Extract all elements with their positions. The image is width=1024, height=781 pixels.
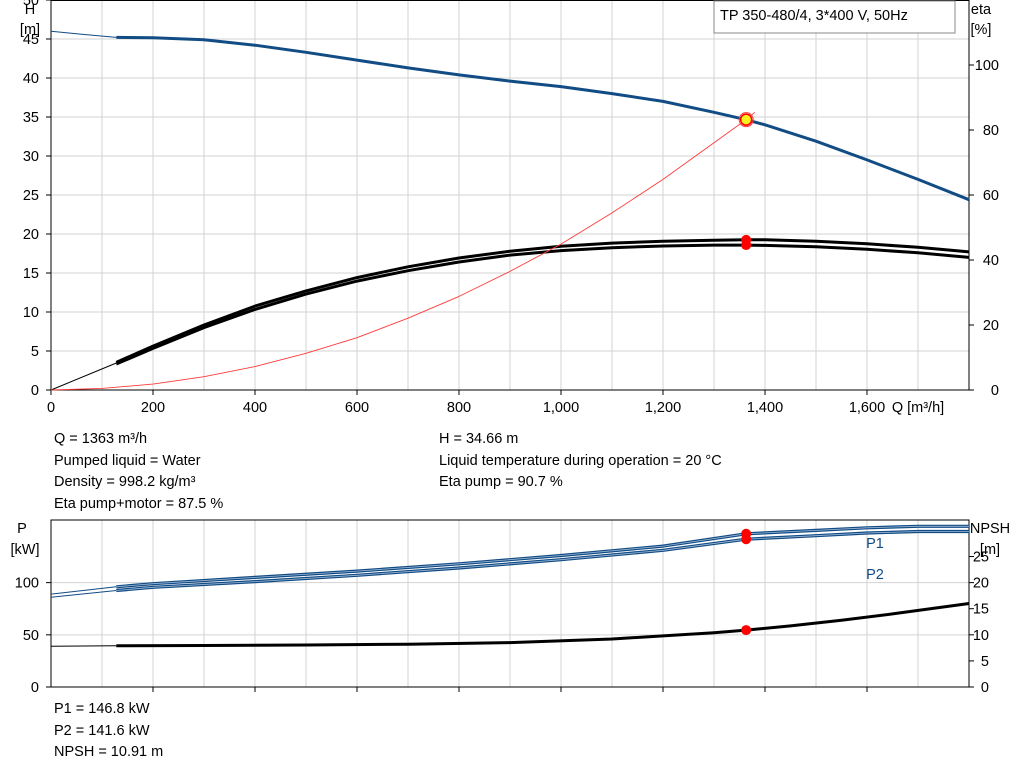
p2-duty-point-marker [741, 534, 752, 545]
info-flow: Q = 1363 m³/h [54, 431, 148, 447]
npsh-axis-label: NPSH [970, 521, 1010, 537]
top-legend-box [713, 0, 956, 34]
npsh-tick-label: 10 [973, 628, 989, 644]
y-tick-label: 0 [31, 383, 39, 399]
y-tick-label: 45 [23, 32, 39, 48]
duty-info-right: H = 34.66 m Liquid temperature during op… [439, 429, 722, 494]
y-tick-label: 25 [23, 188, 39, 204]
npsh-duty-point-marker [741, 625, 752, 636]
x-axis-label: Q [m³/h] [892, 400, 944, 416]
p-tick-label: 50 [23, 628, 39, 644]
eta-axis-unit: [%] [971, 22, 992, 38]
npsh-tick-label: 5 [981, 654, 989, 670]
x-tick-label: 0 [47, 400, 55, 416]
series-label-p2: P2 [866, 567, 884, 583]
series-eta [115, 238, 970, 364]
x-tick-label: 1,600 [849, 400, 885, 416]
x-tick-label: 1,400 [747, 400, 783, 416]
duty-point-ring [738, 112, 754, 128]
info-liquid-temperature: Liquid temperature during operation = 20… [439, 452, 722, 469]
series-npsh-extrapolated [50, 645, 117, 647]
x-tick-label: 1,200 [645, 400, 681, 416]
series-system [50, 111, 756, 391]
series-p2-highlight [116, 531, 969, 591]
p-tick-label: 100 [15, 576, 39, 592]
y-tick-label: 10 [23, 305, 39, 321]
npsh-tick-label: 15 [973, 602, 989, 618]
npsh-tick-label: 0 [981, 680, 989, 696]
info-p1: P1 = 146.8 kW [54, 701, 150, 717]
eta-tick-label: 20 [983, 318, 999, 334]
info-npsh: NPSH = 10.91 m [54, 744, 164, 760]
y-axis-label-unit: [m] [20, 22, 40, 38]
x-tick-label: 200 [141, 400, 165, 416]
duty-info-bottom: P1 = 146.8 kW P2 = 141.6 kW NPSH = 10.91… [54, 699, 163, 764]
npsh-tick-label: 20 [973, 576, 989, 592]
y-tick-label: 30 [23, 149, 39, 165]
info-eta-pump-motor: Eta pump+motor = 87.5 % [54, 495, 224, 512]
y-tick-label: 40 [23, 71, 39, 87]
x-tick-label: 600 [345, 400, 369, 416]
p-axis-label: P [17, 521, 27, 537]
eta-tick-label: 0 [991, 383, 999, 399]
info-pumped-liquid: Pumped liquid = Water [54, 452, 201, 469]
series-p1-highlight [116, 525, 969, 588]
series-p1-extrapolated [50, 586, 117, 595]
eta-tick-label: 80 [983, 123, 999, 139]
eta-duty-point-marker [741, 240, 752, 251]
y-tick-label: 20 [23, 227, 39, 243]
npsh-axis-unit: [m] [980, 542, 1000, 558]
duty-point-marker [739, 113, 753, 126]
p-axis-unit: [kW] [11, 542, 40, 558]
y-tick-label: 15 [23, 266, 39, 282]
npsh-tick-label: 25 [973, 550, 989, 566]
p-tick-label: 0 [31, 680, 39, 696]
series-p2-extrapolated [50, 590, 117, 598]
series-eta [115, 243, 970, 366]
info-eta-pump: Eta pump = 90.7 % [439, 474, 563, 490]
duty-info-left: Q = 1363 m³/h Pumped liquid = Water Dens… [54, 429, 223, 515]
top-chart-title: TP 350-480/4, 3*400 V, 50Hz [720, 8, 908, 24]
info-density: Density = 998.2 kg/m³ [54, 474, 196, 490]
series-label-p1: P1 [866, 536, 884, 552]
eta-tick-label: 60 [983, 188, 999, 204]
info-p2: P2 = 141.6 kW [54, 722, 150, 739]
x-tick-label: 800 [447, 400, 471, 416]
eta-tick-label: 40 [983, 253, 999, 269]
eta-axis-label: eta [971, 2, 992, 18]
y-tick-label: 35 [23, 110, 39, 126]
y-axis-label-H: H [25, 2, 35, 18]
info-head: H = 34.66 m [439, 431, 519, 447]
series-npsh [116, 602, 970, 648]
x-tick-label: 400 [243, 400, 267, 416]
y-tick-label: 50 [23, 0, 39, 9]
series-head [116, 35, 970, 202]
eta-tick-label: 100 [975, 58, 999, 74]
y-tick-label: 5 [31, 344, 39, 360]
series-head-extrapolated [50, 30, 117, 38]
series-eta-extrapolated [50, 362, 117, 391]
x-tick-label: 1,000 [543, 400, 579, 416]
